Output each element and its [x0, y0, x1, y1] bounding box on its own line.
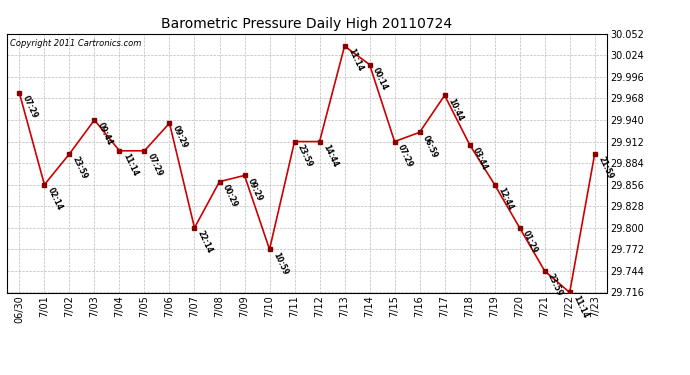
Text: 07:29: 07:29	[146, 152, 164, 178]
Text: 07:29: 07:29	[396, 143, 415, 169]
Text: 09:29: 09:29	[171, 124, 189, 150]
Text: 21:59: 21:59	[596, 155, 614, 181]
Text: 12:44: 12:44	[496, 186, 514, 212]
Text: 11:14: 11:14	[121, 152, 139, 178]
Text: 02:14: 02:14	[46, 186, 64, 212]
Text: Copyright 2011 Cartronics.com: Copyright 2011 Cartronics.com	[10, 39, 141, 48]
Text: 22:14: 22:14	[196, 229, 214, 255]
Text: 09:44: 09:44	[96, 122, 114, 147]
Text: 11:14: 11:14	[571, 294, 589, 320]
Text: 09:29: 09:29	[246, 177, 264, 203]
Text: 14:44: 14:44	[321, 143, 339, 169]
Text: 23:59: 23:59	[546, 272, 564, 298]
Text: 03:44: 03:44	[471, 146, 489, 172]
Text: 07:29: 07:29	[21, 94, 39, 120]
Title: Barometric Pressure Daily High 20110724: Barometric Pressure Daily High 20110724	[161, 17, 453, 31]
Text: 00:29: 00:29	[221, 183, 239, 209]
Text: 11:14: 11:14	[346, 48, 364, 73]
Text: 00:14: 00:14	[371, 66, 389, 92]
Text: 23:59: 23:59	[296, 143, 314, 168]
Text: 01:29: 01:29	[521, 229, 540, 255]
Text: 10:59: 10:59	[271, 251, 289, 276]
Text: 10:44: 10:44	[446, 97, 464, 122]
Text: 23:59: 23:59	[71, 155, 89, 181]
Text: 06:59: 06:59	[421, 134, 440, 159]
